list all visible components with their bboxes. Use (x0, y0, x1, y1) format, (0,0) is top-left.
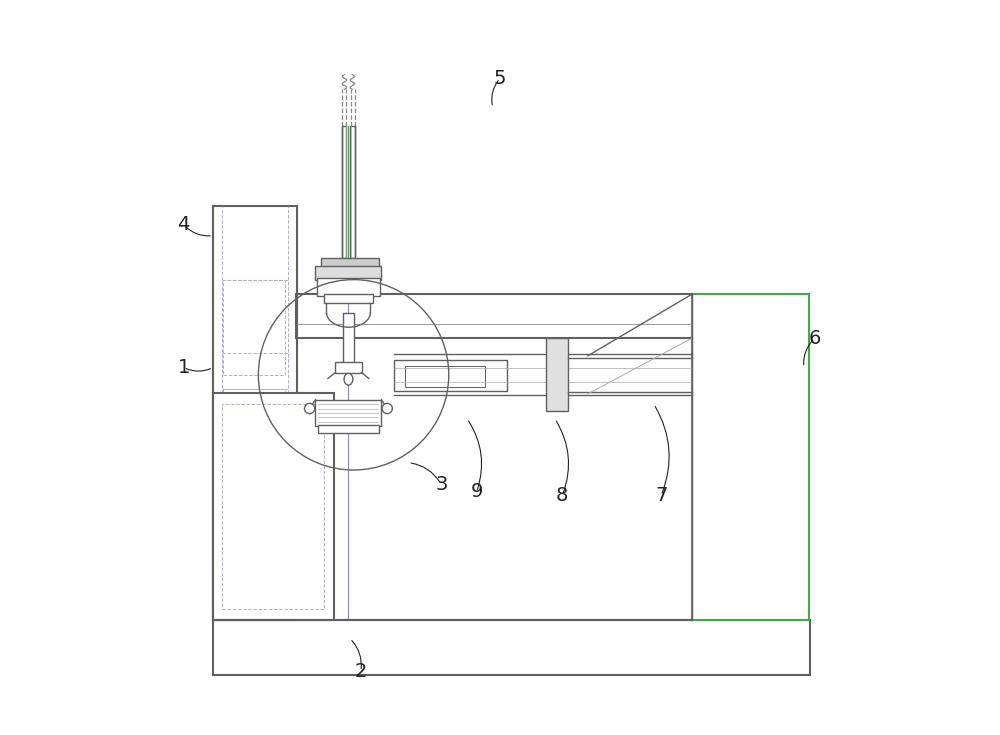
Text: 5: 5 (494, 69, 506, 87)
Text: 1: 1 (177, 358, 190, 377)
Text: 6: 6 (809, 329, 821, 348)
Bar (223, 390, 285, 492)
Ellipse shape (344, 373, 353, 385)
Bar (342, 126, 346, 258)
Bar (350, 126, 355, 258)
Circle shape (382, 404, 392, 414)
Bar (546, 338, 568, 412)
Bar (405, 366, 485, 387)
Bar (315, 400, 381, 426)
Bar (321, 258, 379, 269)
Text: 9: 9 (470, 482, 483, 501)
Bar (213, 207, 297, 620)
Bar (315, 267, 381, 279)
Bar (223, 279, 285, 375)
Bar (213, 393, 334, 620)
Bar (343, 312, 354, 364)
Bar (692, 294, 809, 620)
Text: 7: 7 (655, 486, 667, 505)
Bar (324, 294, 373, 303)
Circle shape (304, 404, 315, 414)
Bar (222, 404, 324, 609)
Text: 8: 8 (556, 486, 568, 505)
Bar (213, 620, 810, 675)
Text: 3: 3 (435, 475, 448, 494)
Bar (318, 425, 379, 434)
Bar (317, 278, 380, 295)
Bar (335, 362, 362, 373)
Text: 4: 4 (177, 215, 190, 234)
Text: 2: 2 (355, 662, 367, 681)
Bar (394, 360, 507, 391)
